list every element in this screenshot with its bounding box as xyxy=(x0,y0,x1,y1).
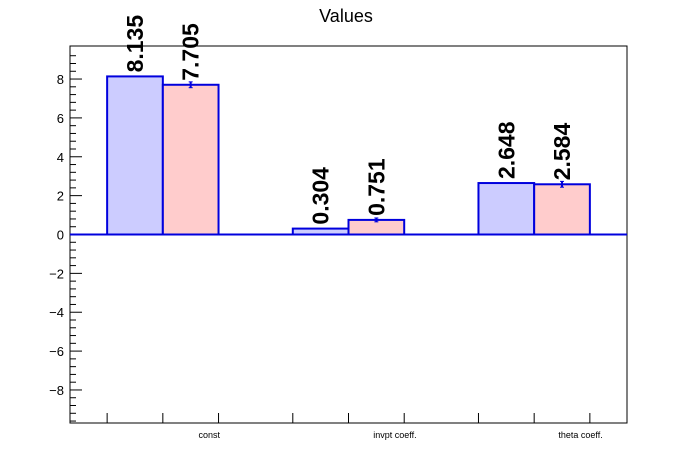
y-tick-label: 0 xyxy=(57,228,64,243)
data-label: 2.584 xyxy=(549,123,575,181)
y-tick-label: −6 xyxy=(49,344,64,359)
y-tick-label: 6 xyxy=(57,111,64,126)
data-label: 0.304 xyxy=(308,167,334,225)
y-tick-label: −4 xyxy=(49,305,64,320)
data-labels: 8.135 0.304 2.648 7.705 0.751 2.584 xyxy=(122,15,575,225)
category-label: theta coeff. xyxy=(558,430,602,440)
y-tick-label: 2 xyxy=(57,189,64,204)
category-label: const xyxy=(198,430,220,440)
y-tick-label: 8 xyxy=(57,72,64,87)
category-label: invpt coeff. xyxy=(373,430,416,440)
data-label: 2.648 xyxy=(493,121,519,179)
bar xyxy=(161,83,220,236)
y-tick-label: 4 xyxy=(57,150,64,165)
bar xyxy=(106,75,164,236)
data-label: 8.135 xyxy=(122,15,148,73)
data-label: 0.751 xyxy=(363,158,389,216)
bars xyxy=(106,75,591,236)
bar xyxy=(533,183,591,236)
y-tick-label: −2 xyxy=(49,266,64,281)
data-label: 7.705 xyxy=(178,23,204,81)
chart-title: Values xyxy=(319,6,373,26)
y-tick-label: −8 xyxy=(49,383,64,398)
bar xyxy=(477,182,536,236)
